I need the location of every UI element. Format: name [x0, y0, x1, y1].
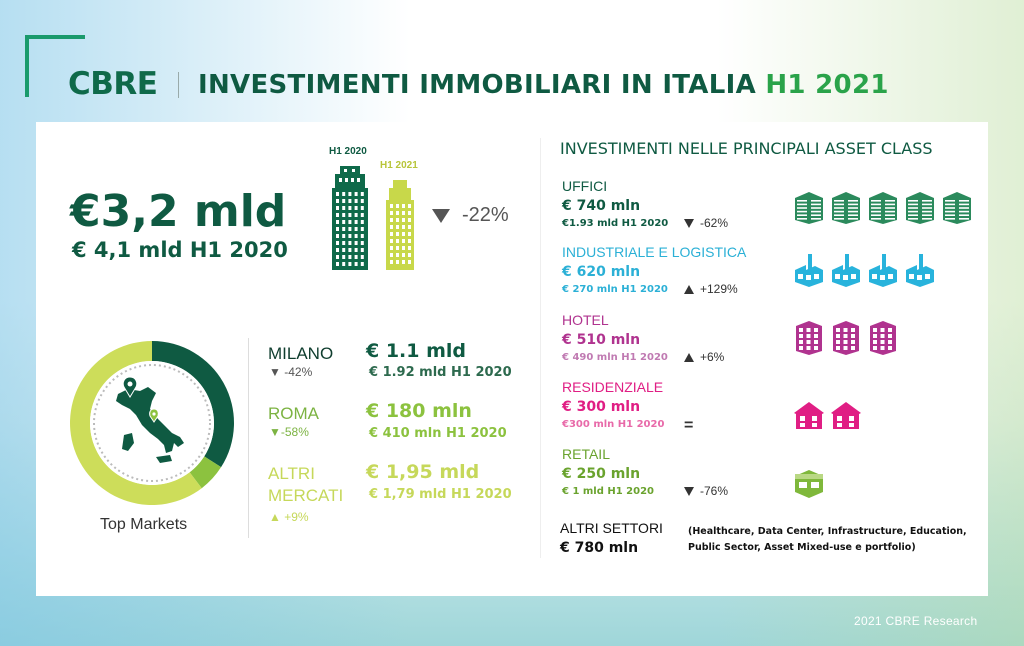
factory-icon [906, 254, 934, 287]
asset-uffici-value: € 740 mln [562, 198, 641, 214]
down-triangle-icon [684, 487, 694, 497]
house-icon [794, 402, 824, 429]
market-altri-value: € 1,95 mld [366, 461, 480, 483]
corner-bracket [25, 35, 85, 97]
market-roma-change-value: -58% [280, 425, 309, 439]
market-roma-value: € 180 mln [366, 400, 472, 422]
asset-uffici-icons [792, 190, 977, 226]
factory-icon [869, 254, 897, 287]
asset-retail-previous: € 1 mld H1 2020 [562, 486, 655, 497]
asset-industriale-e-logistica-icons [792, 252, 940, 288]
donut-dotted-ring [93, 364, 211, 482]
top-markets-donut [69, 341, 234, 505]
shop-icon [795, 470, 823, 498]
market-altri-name-line2: MERCATI [268, 486, 344, 505]
logo-separator [178, 72, 179, 98]
asset-uffici-previous: €1.93 mld H1 2020 [562, 218, 669, 229]
asset-hotel-value: € 510 mln [562, 332, 641, 348]
asset-residenziale-name: RESIDENZIALE [562, 379, 664, 395]
altri-settori-name: ALTRI SETTORI [560, 520, 663, 536]
office-building-icon [906, 192, 934, 224]
section-divider-right [540, 138, 541, 558]
label-h1-2021: H1 2021 [380, 160, 418, 171]
office-building-icon [869, 192, 897, 224]
total-value: €3,2 mld [70, 186, 287, 237]
skyscraper-2021-icon [386, 180, 414, 270]
up-triangle-icon [684, 353, 694, 363]
italy-map-icon [116, 387, 184, 463]
total-previous: € 4,1 mld H1 2020 [72, 238, 288, 262]
office-building-icon [832, 192, 860, 224]
asset-industriale-e-logistica-name: INDUSTRIALE E LOGISTICA [562, 244, 747, 260]
hotel-icon [870, 321, 896, 355]
office-building-icon [943, 192, 971, 224]
asset-hotel-icons [792, 320, 903, 356]
market-milano-value: € 1.1 mld [366, 340, 467, 362]
asset-retail-change-value: -76% [700, 484, 729, 498]
asset-residenziale-previous: €300 mln H1 2020 [562, 419, 665, 430]
asset-retail-value: € 250 mln [562, 466, 641, 482]
asset-residenziale-change-value: = [684, 417, 694, 434]
market-altri-name-line1: ALTRI [268, 464, 315, 483]
total-change: -22% [432, 204, 509, 227]
cbre-logo: CBRE [68, 66, 158, 102]
market-altri-previous: € 1,79 mld H1 2020 [369, 487, 512, 502]
market-milano-name: MILANO [268, 344, 334, 363]
page-title: INVESTIMENTI IMMOBILIARI IN ITALIA H1 20… [198, 70, 889, 100]
asset-hotel-previous: € 490 mln H1 2020 [562, 352, 668, 363]
market-milano-change-value: -42% [284, 365, 313, 379]
footer-credit: 2021 CBRE Research [854, 614, 978, 628]
market-roma-previous: € 410 mln H1 2020 [369, 426, 507, 441]
asset-residenziale-change: = [684, 417, 693, 435]
asset-hotel-change: +6% [684, 350, 724, 364]
asset-residenziale-icons [792, 397, 866, 433]
altri-settori-value: € 780 mln [560, 540, 639, 556]
down-triangle-icon [684, 219, 694, 229]
label-h1-2020: H1 2020 [329, 146, 367, 157]
market-roma-change: ▼-58% [269, 425, 309, 439]
down-triangle-icon: ▼ [269, 425, 281, 439]
up-triangle-icon [684, 285, 694, 295]
asset-hotel-name: HOTEL [562, 312, 609, 328]
skyscraper-2020-icon [332, 166, 368, 270]
title-accent: H1 2021 [765, 70, 889, 100]
market-altri-change-value: +9% [284, 510, 309, 524]
factory-icon [795, 254, 823, 287]
title-main: INVESTIMENTI IMMOBILIARI IN ITALIA [198, 70, 756, 100]
asset-uffici-change-value: -62% [700, 216, 729, 230]
asset-uffici-change: -62% [684, 216, 728, 230]
asset-class-title: INVESTIMENTI NELLE PRINCIPALI ASSET CLAS… [560, 139, 933, 158]
donut-slice-roma [189, 456, 222, 489]
asset-industriale-e-logistica-change-value: +129% [700, 282, 738, 296]
factory-icon [832, 254, 860, 287]
asset-hotel-change-value: +6% [700, 350, 725, 364]
roma-pin-icon [149, 408, 159, 423]
altri-settori-note: (Healthcare, Data Center, Infrastructure… [688, 526, 967, 553]
asset-retail-icons [792, 464, 829, 500]
section-divider [248, 338, 249, 538]
down-triangle-icon [432, 208, 450, 223]
market-altri-change: ▲ +9% [269, 510, 309, 524]
asset-retail-change: -76% [684, 484, 728, 498]
house-icon [831, 402, 861, 429]
asset-industriale-e-logistica-value: € 620 mln [562, 264, 641, 280]
down-triangle-icon: ▼ [269, 365, 281, 379]
asset-residenziale-value: € 300 mln [562, 399, 641, 415]
up-triangle-icon: ▲ [269, 510, 281, 524]
donut-slice-altri-mercati [69, 341, 202, 505]
asset-retail-name: RETAIL [562, 446, 610, 462]
top-markets-caption: Top Markets [100, 516, 188, 533]
asset-industriale-e-logistica-change: +129% [684, 282, 738, 296]
total-change-value: -22% [462, 204, 509, 226]
market-milano-change: ▼ -42% [269, 365, 312, 379]
hotel-icon [796, 321, 822, 355]
asset-uffici-name: UFFICI [562, 178, 608, 194]
milano-pin-icon [122, 376, 138, 398]
market-roma-name: ROMA [268, 404, 319, 423]
donut-slice-milano [152, 341, 234, 468]
asset-industriale-e-logistica-previous: € 270 mln H1 2020 [562, 284, 668, 295]
office-building-icon [795, 192, 823, 224]
hotel-icon [833, 321, 859, 355]
market-milano-previous: € 1.92 mld H1 2020 [369, 365, 512, 380]
